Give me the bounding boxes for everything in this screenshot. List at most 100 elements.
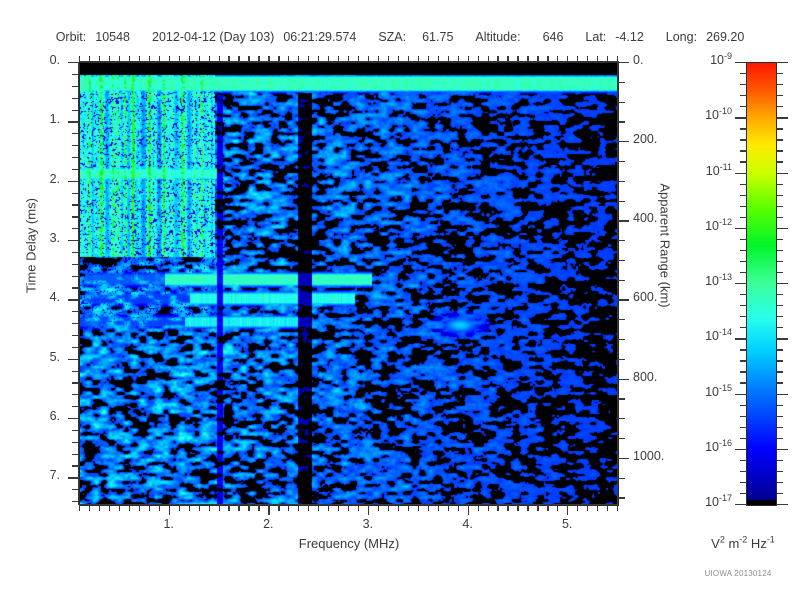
x-tick-minor [407,505,410,511]
y2-tick-major [618,299,629,301]
colorbar-tick-major [776,227,788,230]
sza-label: SZA: [378,30,407,44]
colorbar-tick-minor [776,216,783,218]
x-tick-minor [198,505,200,511]
y-tick-minor [72,441,79,443]
colorbar-tick-major [776,448,788,451]
colorbar-tick-minor [776,426,783,428]
x-tick-top [447,56,449,62]
colorbar-tick-minor [740,404,747,406]
x-tick-top [108,56,111,62]
colorbar-tick-minor [740,183,747,185]
axis-line-right [617,62,619,505]
colorbar-tick-major [776,283,788,285]
y-axis-left-tick-label: 0. [49,53,60,67]
colorbar-tick-minor [740,216,747,218]
orbit-value: 10548 [95,30,131,44]
y-tick-minor [72,168,79,171]
x-tick-minor [79,505,81,511]
x-tick-minor [228,505,230,511]
spectrogram-image[interactable] [80,63,618,505]
x-tick-minor [89,505,91,511]
y2-tick-minor [618,160,625,163]
y-tick-minor [72,406,79,408]
colorbar-units-label: V2 m-2 Hz-1 [711,534,775,551]
colorbar-tick-major [776,117,788,119]
x-tick-top [128,56,131,62]
x-tick-major [268,505,270,515]
y-tick-major [68,477,79,479]
colorbar-tick-minor [740,426,747,428]
x-tick-minor [537,505,539,511]
y-axis-left-tick-label: 5. [49,349,60,364]
y-tick-major [68,358,79,360]
x-tick-minor [248,505,250,511]
x-tick-top [377,56,380,62]
y2-tick-minor [618,398,625,400]
x-tick-top [617,56,619,62]
colorbar[interactable] [746,62,777,506]
spectrogram-plot-area[interactable] [79,62,619,506]
x-tick-top [387,56,390,62]
y-axis-right-tick-label: 600. [633,290,658,305]
x-tick-minor [118,505,121,511]
colorbar-tick-minor [776,161,783,163]
x-tick-top [437,56,439,62]
x-tick-minor [577,505,579,511]
observation-date: 2012-04-12 (Day 103) [152,30,275,44]
colorbar-tick-minor [776,415,783,417]
altitude-label: Altitude: [475,30,521,44]
x-tick-minor [348,505,350,511]
y-axis-left-tick-label: 2. [49,171,60,186]
x-tick-top [367,56,370,62]
y-tick-minor [72,133,79,135]
y2-tick-major [618,220,629,222]
x-tick-top [397,56,400,62]
colorbar-tick-major [735,227,747,230]
x-tick-minor [477,505,479,511]
y2-tick-minor [618,437,625,440]
colorbar-tick-major [735,448,747,451]
y2-tick-major [618,457,629,459]
x-tick-minor [358,505,360,511]
colorbar-tick-minor [776,349,783,351]
y-axis-left-tick-label: 3. [49,231,60,245]
x-tick-minor [527,505,529,511]
colorbar-tick-label: 10-9 [710,50,732,67]
colorbar-tick-label: 10-14 [705,327,732,344]
x-tick-minor [397,505,400,511]
y-tick-major [68,418,79,420]
x-tick-top [527,56,529,62]
colorbar-tick-minor [776,316,783,318]
colorbar-tick-minor [776,481,783,484]
x-tick-top [118,56,121,62]
y-tick-minor [72,429,79,432]
x-tick-minor [218,505,220,511]
colorbar-tick-minor [776,205,783,207]
colorbar-tick-major [735,338,747,340]
y-tick-major [68,180,79,182]
colorbar-tick-minor [740,84,747,86]
x-tick-top [537,56,539,62]
x-tick-top [607,56,609,62]
colorbar-tick-label: 10-12 [705,216,732,233]
x-tick-top [597,56,599,62]
y-tick-minor [72,228,79,230]
colorbar-tick-minor [740,260,747,263]
x-tick-top [288,56,290,62]
observation-header: Orbit: 10548 2012-04-12 (Day 103) 06:21:29.… [0,30,800,46]
y-tick-minor [72,465,79,467]
x-tick-minor [507,505,509,511]
x-tick-minor [308,505,310,511]
x-tick-top [328,56,330,62]
y-tick-minor [72,109,79,111]
x-axis-tick-label: 1. [163,517,174,531]
y2-tick-minor [618,200,625,202]
colorbar-tick-minor [776,360,783,362]
x-tick-top [208,56,210,62]
y-axis-right-title: Apparent Range (km) [657,183,673,308]
colorbar-tick-minor [776,260,783,263]
x-tick-top [258,56,260,62]
colorbar-tick-label: 10-15 [705,382,732,399]
y-axis-right-tick-label: 200. [633,132,658,147]
